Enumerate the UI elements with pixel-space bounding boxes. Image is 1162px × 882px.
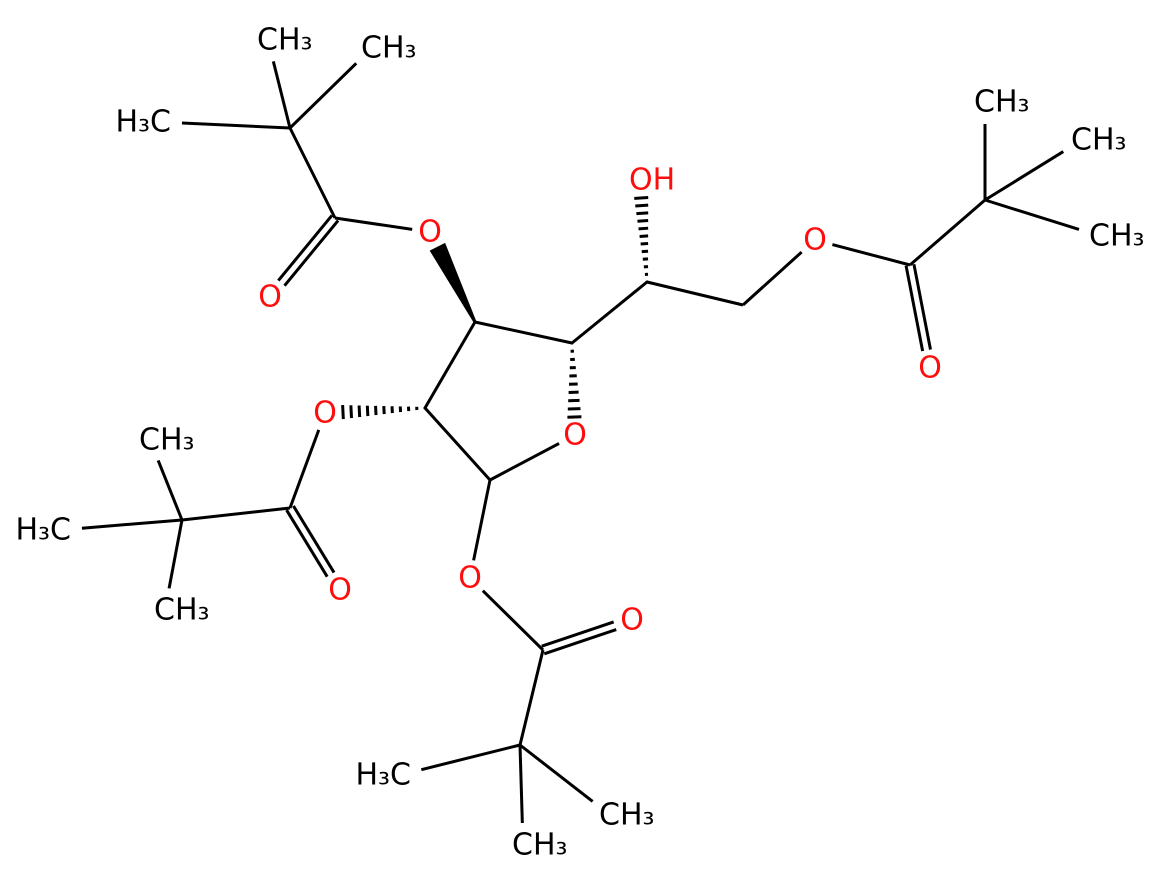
atom-label: O <box>328 573 352 608</box>
bond <box>285 509 329 578</box>
bond <box>288 127 337 219</box>
bond <box>81 518 183 530</box>
bond <box>167 519 184 589</box>
atom-label: CH₃ <box>599 798 655 833</box>
bond <box>741 250 803 307</box>
bond <box>472 479 492 561</box>
bond <box>292 505 336 574</box>
bond <box>288 429 321 509</box>
bond <box>481 589 545 652</box>
bond <box>909 198 986 267</box>
bond <box>181 121 291 130</box>
hash-bond <box>349 405 353 419</box>
bond <box>984 150 1065 202</box>
bond <box>288 62 358 130</box>
hash-bond <box>635 203 649 208</box>
bond <box>832 243 911 267</box>
bond <box>423 406 492 482</box>
bond <box>334 216 413 231</box>
bond <box>489 442 560 482</box>
atom-label: H₃C <box>115 105 171 140</box>
hash-bond <box>365 405 370 417</box>
bond <box>181 506 291 522</box>
atom-label: CH₃ <box>1089 219 1145 254</box>
atom-label: CH₃ <box>1071 123 1127 158</box>
hash-bond <box>341 405 345 420</box>
bond <box>156 459 184 521</box>
bond <box>518 744 524 824</box>
bond <box>541 620 615 648</box>
atom-label: O <box>620 603 644 638</box>
bond <box>283 219 340 287</box>
atom-label: CH₃ <box>257 23 313 58</box>
atom-label: O <box>313 396 337 431</box>
atom-label: O <box>258 280 282 315</box>
bond <box>423 321 477 409</box>
atom-label: CH₃ <box>512 828 568 863</box>
bond <box>420 743 521 772</box>
atom-label: CH₃ <box>974 85 1030 120</box>
atom-label: H₃C <box>355 758 411 793</box>
bond <box>519 743 594 803</box>
hash-bond <box>640 242 649 246</box>
bond <box>904 265 925 352</box>
bond <box>571 280 648 345</box>
atom-label: O <box>563 418 587 453</box>
bond <box>277 214 334 282</box>
bond <box>474 320 573 345</box>
atom-label: H₃C <box>15 513 71 548</box>
bond <box>543 628 617 656</box>
bond <box>984 198 1080 231</box>
atom-label: CH₃ <box>154 593 210 628</box>
bond <box>646 280 744 307</box>
hash-bond <box>638 226 649 231</box>
atom-label: O <box>918 351 942 386</box>
bond <box>271 60 292 129</box>
atom-label: O <box>458 561 482 596</box>
atom-label: O <box>418 215 442 250</box>
atom-label: CH₃ <box>139 423 195 458</box>
atom-label: CH₃ <box>361 31 417 66</box>
bond <box>912 263 932 350</box>
bond <box>518 649 545 746</box>
hash-bond <box>636 211 649 216</box>
hash-bond <box>639 234 649 238</box>
hash-bond <box>634 195 649 200</box>
atom-label: OH <box>629 163 675 198</box>
atom-label: O <box>803 223 827 258</box>
hash-bond <box>637 219 649 223</box>
hash-bond <box>357 405 362 418</box>
wedge-bond <box>429 242 477 323</box>
